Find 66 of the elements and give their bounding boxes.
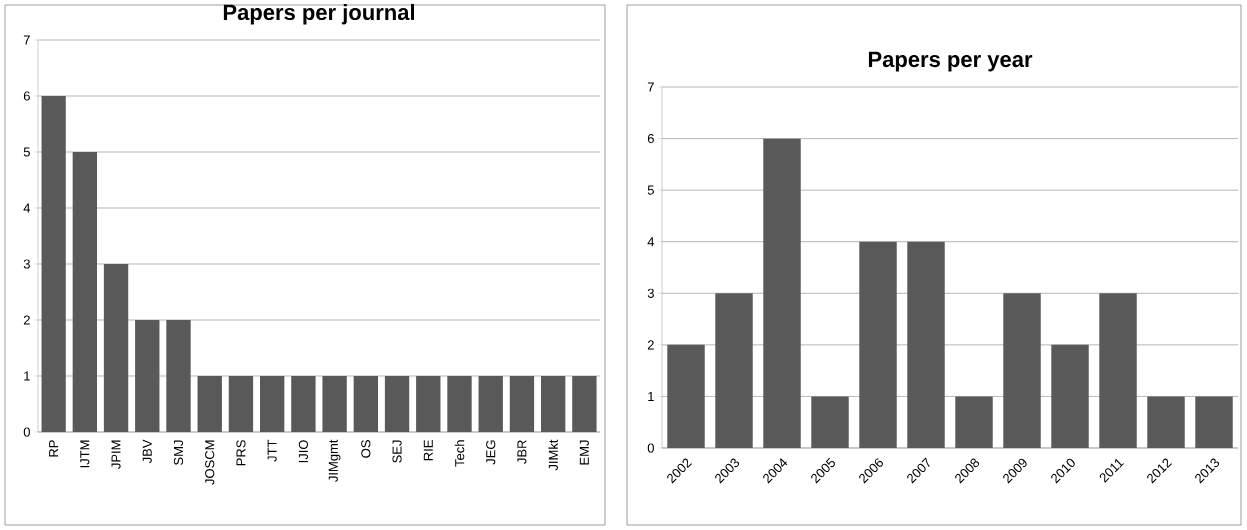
x-tick-label: PRS [236,440,246,466]
x-tick-label: JIMkt [548,439,558,471]
bar [135,320,160,432]
y-tick-label: 2 [23,315,30,325]
bar [955,396,993,448]
bar [509,376,535,432]
bar [228,376,254,432]
y-tick-label: 5 [647,185,654,195]
y-tick-label: 3 [647,288,654,298]
bar [103,264,129,432]
bar [72,152,98,432]
x-tick-label: SEJ [392,440,402,463]
y-tick-label: 7 [23,35,30,45]
bar [572,376,597,432]
bar [907,241,945,448]
bar [166,320,191,432]
bar [259,376,285,432]
bar [41,96,66,432]
x-tick-label: JEG [486,440,496,465]
y-tick-label: 7 [647,82,654,92]
x-tick-label: JBR [517,440,527,464]
bar [1051,344,1089,448]
y-tick-label: 0 [647,443,654,453]
x-tick-label: JPIM [111,440,121,469]
bar [197,376,222,432]
bar [1147,396,1185,448]
y-tick-label: 6 [647,133,654,144]
chart-title: Papers per journal [223,3,415,25]
bar [715,293,753,448]
y-tick-label: 4 [23,203,31,213]
bar [447,376,472,432]
x-tick-label: JTT [267,439,277,462]
bar [1195,396,1233,448]
x-tick-label: JOSCM [205,440,215,485]
x-tick-label: IJIO [298,440,308,463]
bar [811,396,849,448]
bar [667,344,705,448]
y-tick-label: 1 [24,371,30,381]
y-tick-label: 3 [23,259,30,269]
bar [291,376,316,432]
bar [1099,293,1137,448]
x-tick-label: RP [49,440,59,457]
bar [1003,293,1041,448]
y-tick-label: 1 [648,391,654,401]
bar [478,376,503,432]
x-tick-label: JIMgmt [328,439,341,482]
bar [540,376,566,432]
x-tick-label: OS [361,440,371,458]
x-tick-label: IJTM [80,440,90,468]
y-tick-label: 5 [23,147,30,157]
bar [859,241,897,448]
bar [384,376,410,432]
bar [353,376,379,432]
x-tick-label: RIE [423,440,433,461]
chart-title: Papers per year [868,51,1033,72]
y-tick-label: 0 [23,427,30,437]
y-tick-label: 2 [647,340,654,350]
x-tick-label: JBV [142,439,152,464]
x-tick-label: Tech [454,440,465,467]
bar [416,376,441,432]
bar [763,138,801,448]
x-tick-label: EMJ [579,440,589,465]
y-tick-label: 4 [647,237,655,247]
x-tick-label: SMJ [173,440,184,465]
y-tick-label: 6 [23,91,30,101]
bar [322,376,347,432]
